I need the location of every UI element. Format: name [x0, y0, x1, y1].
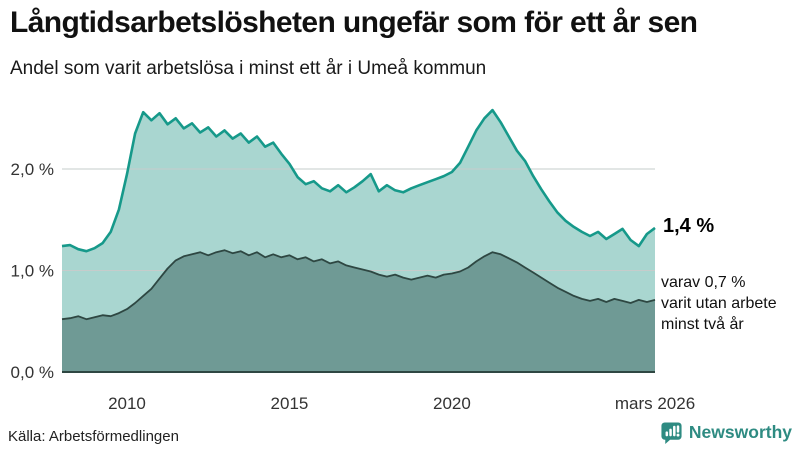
brand-name: Newsworthy	[688, 422, 792, 442]
series-area-two-year	[62, 250, 655, 372]
x-tick-label: 2010	[108, 394, 146, 413]
latest-value-label: 1,4 %	[663, 215, 715, 237]
chart-subtitle: Andel som varit arbetslösa i minst ett å…	[10, 58, 487, 79]
two-year-annotation: varav 0,7 % varit utan arbete minst två …	[661, 274, 777, 333]
bar-chart-bubble-icon	[660, 421, 683, 444]
x-tick-label: mars 2026	[615, 394, 695, 413]
x-tick-label: 2020	[433, 394, 471, 413]
y-tick-label: 0,0 %	[11, 363, 54, 382]
y-tick-label: 1,0 %	[11, 262, 54, 281]
y-tick-label: 2,0 %	[11, 160, 54, 179]
page-title: Långtidsarbetslösheten ungefär som för e…	[10, 6, 698, 39]
series-line-two-year	[61, 249, 656, 321]
series-line-one-year	[61, 108, 656, 253]
source-note: Källa: Arbetsförmedlingen	[8, 428, 179, 445]
x-tick-label: 2015	[271, 394, 309, 413]
newsworthy-logo[interactable]: Newsworthy	[660, 421, 792, 444]
